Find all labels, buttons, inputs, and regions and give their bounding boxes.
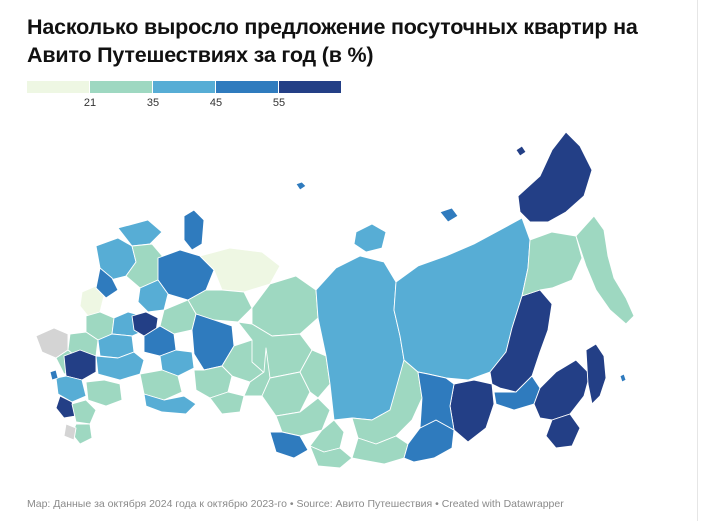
- region-stavropol: [71, 399, 97, 425]
- region-wrangel: [515, 145, 527, 157]
- region-murmansk: [117, 219, 163, 247]
- region-magadan: [521, 231, 583, 297]
- legend-tick-45: 45: [209, 97, 223, 109]
- region-penza: [95, 351, 145, 381]
- region-voronezh: [63, 349, 97, 381]
- region-orenburg: [143, 393, 197, 415]
- region-rostov: [55, 375, 87, 403]
- legend-bar: [27, 81, 341, 93]
- region-frantz-josef: [295, 181, 307, 191]
- region-chelyabinsk: [209, 391, 245, 415]
- legend-swatch-5: [279, 81, 341, 93]
- legend-tick-21: 21: [83, 97, 97, 109]
- region-chukotka: [517, 131, 593, 223]
- region-kamchatka: [575, 215, 635, 325]
- source-footer: Map: Данные за октября 2024 года к октяб…: [27, 498, 564, 510]
- russia-choropleth-map: [35, 131, 635, 469]
- region-krasnoyarsk: [315, 255, 405, 421]
- legend-swatch-1: [27, 81, 90, 93]
- region-kaliningrad: [49, 369, 59, 381]
- legend-swatch-2: [90, 81, 153, 93]
- chart-title: Насколько выросло предложение посуточных…: [27, 15, 638, 67]
- region-novosibirsk-islands: [439, 207, 459, 223]
- region-krasnodar: [55, 395, 77, 419]
- region-caucasus-grey: [63, 423, 77, 441]
- frame-border: [697, 0, 698, 521]
- legend-swatch-3: [153, 81, 216, 93]
- region-primorye: [533, 359, 591, 421]
- color-legend: 21 35 45 55: [27, 81, 341, 111]
- region-severnaya-zemlya: [353, 223, 387, 253]
- legend-tick-55: 55: [272, 97, 286, 109]
- region-primorye-south: [545, 413, 581, 449]
- legend-swatch-4: [216, 81, 279, 93]
- region-volgograd: [85, 379, 123, 407]
- region-sakhalin: [585, 343, 607, 405]
- legend-tick-35: 35: [146, 97, 160, 109]
- region-kuril: [619, 373, 627, 383]
- region-altai: [269, 431, 309, 459]
- region-amur-east: [417, 371, 455, 431]
- region-leningrad: [95, 267, 119, 299]
- region-novaya-zemlya: [183, 209, 205, 251]
- region-amur: [449, 379, 495, 443]
- region-bashkortostan: [193, 365, 233, 399]
